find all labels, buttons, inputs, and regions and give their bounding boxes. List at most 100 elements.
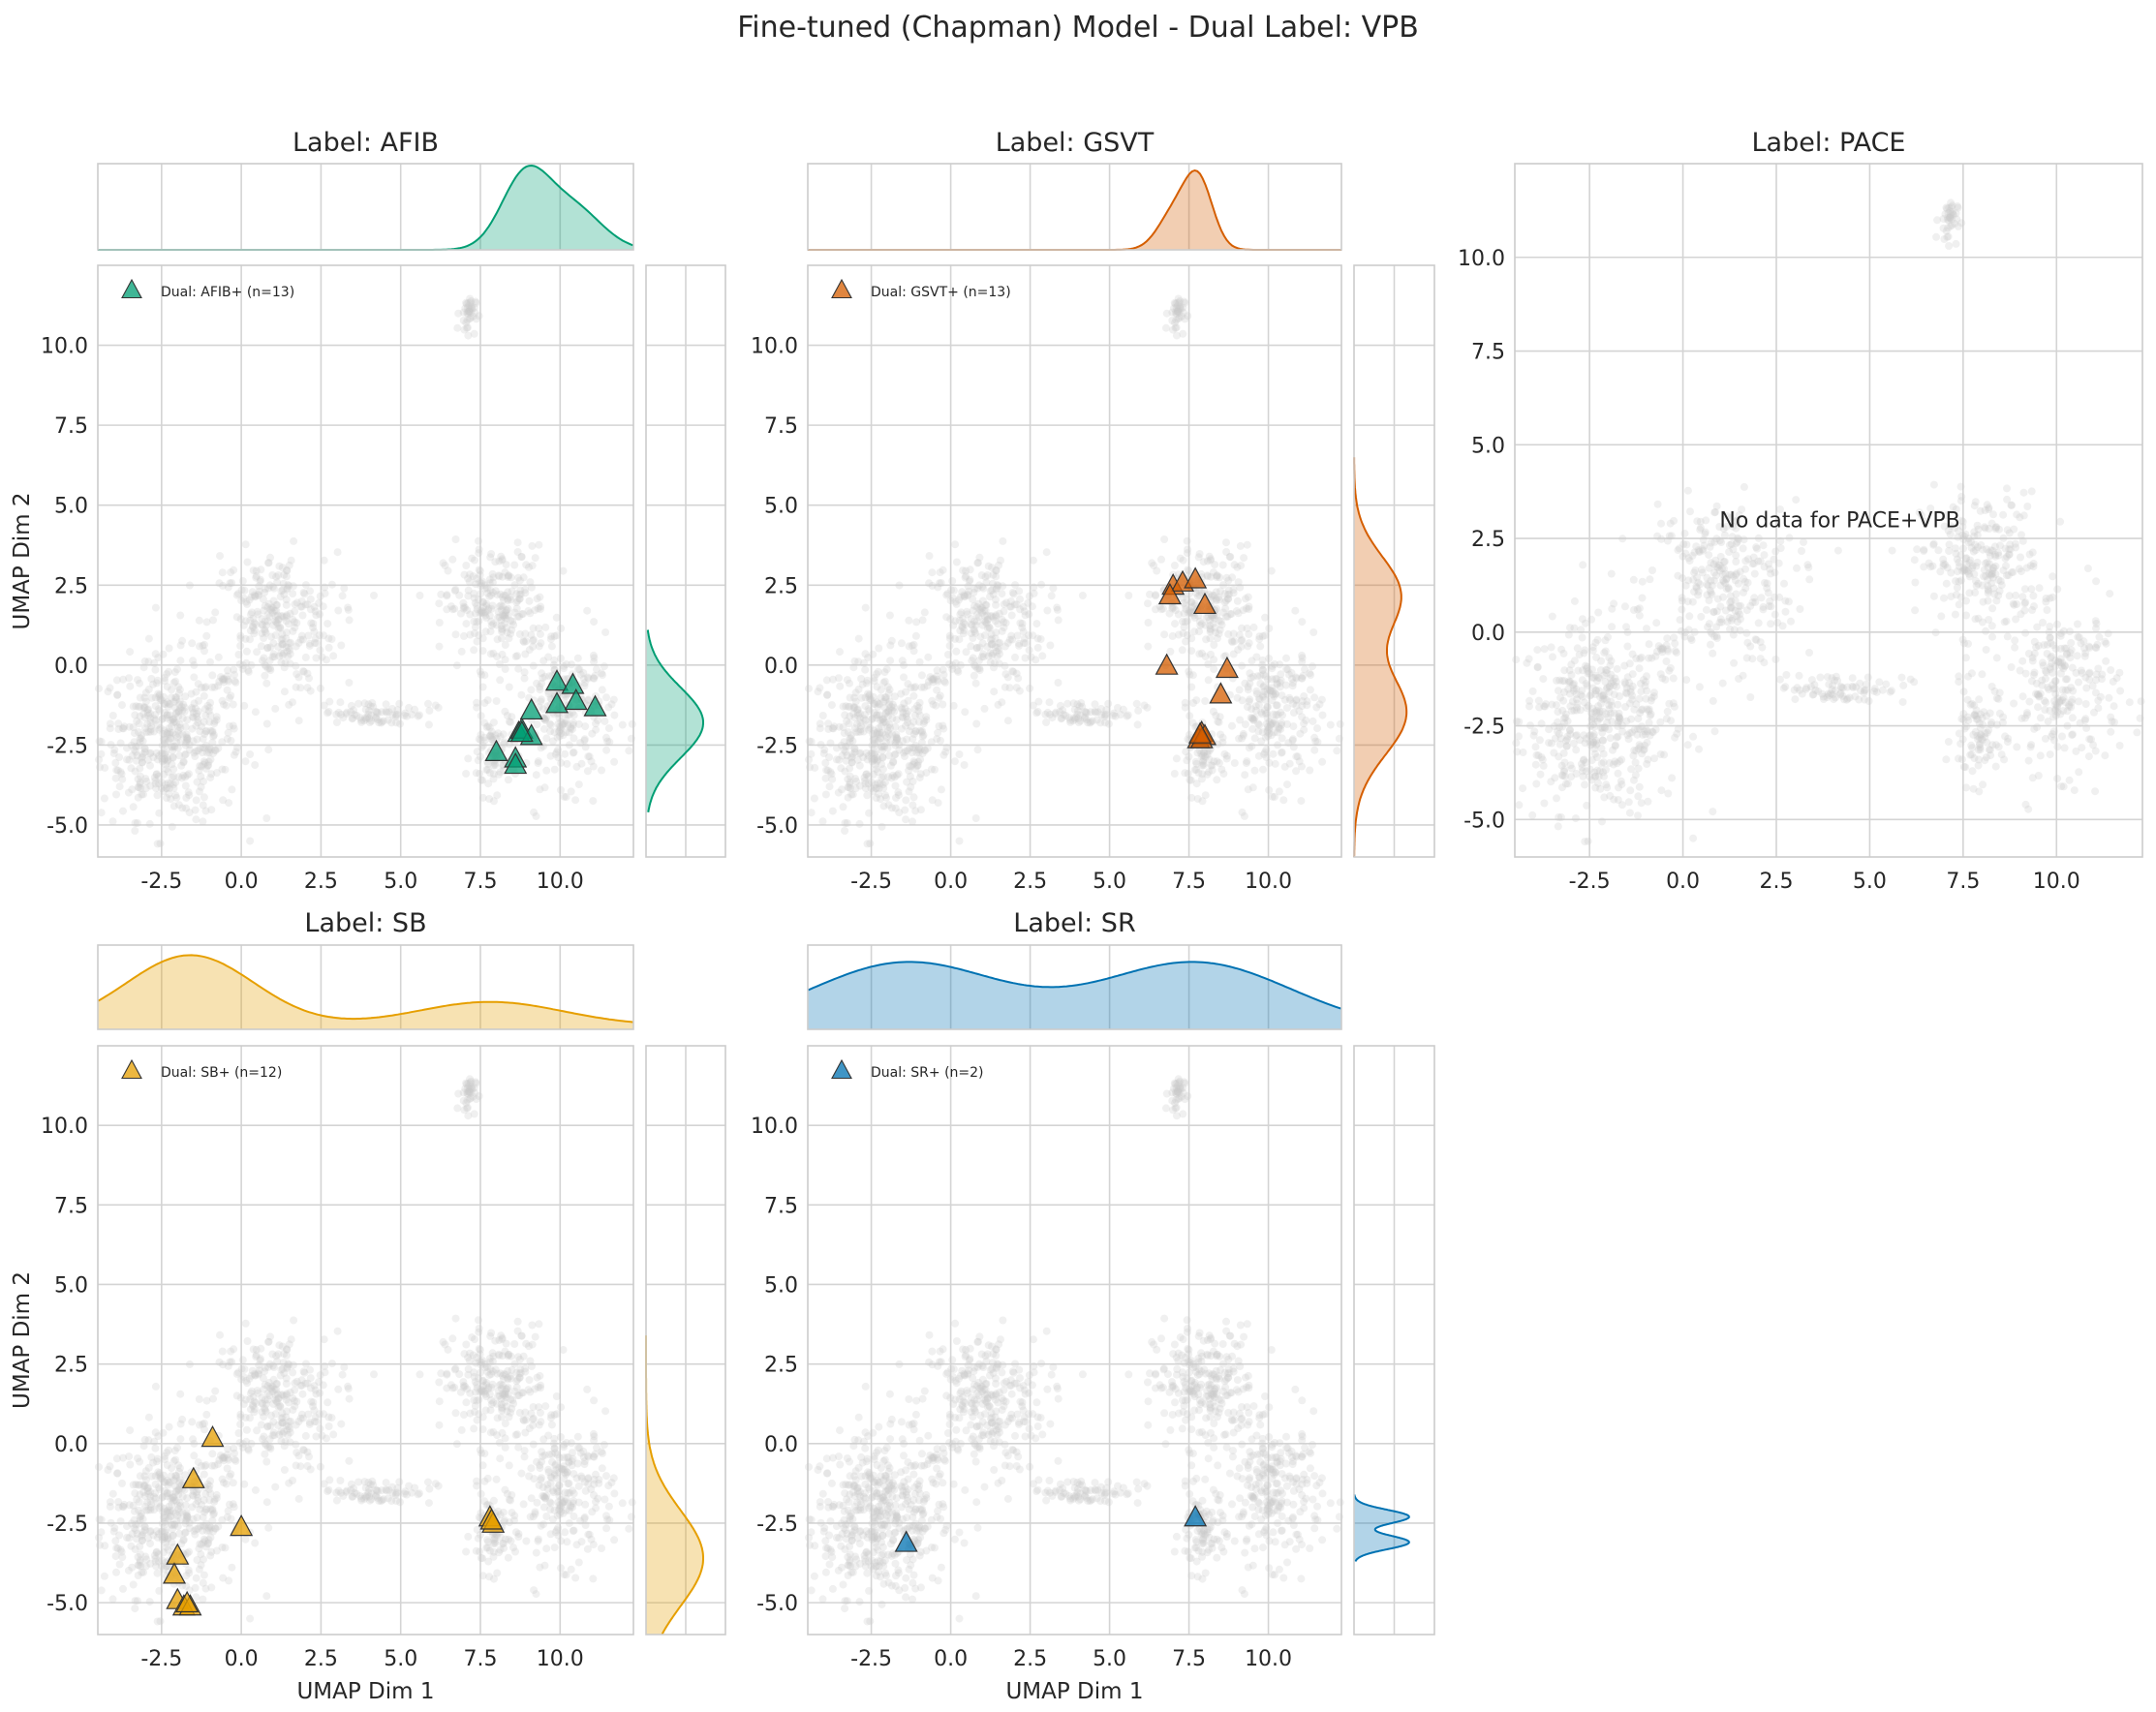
background-point — [200, 730, 209, 738]
background-point — [1046, 641, 1055, 650]
background-point — [164, 768, 172, 777]
background-point — [2083, 565, 2092, 572]
background-point — [934, 677, 942, 686]
background-point — [140, 714, 149, 722]
background-point — [163, 711, 171, 719]
y-tick-label: 7.5 — [764, 414, 798, 439]
background-point — [2101, 751, 2110, 760]
background-point — [972, 644, 981, 653]
background-point — [155, 1586, 164, 1595]
background-point — [494, 571, 503, 580]
background-point — [498, 556, 507, 565]
background-point — [1244, 593, 1252, 601]
background-point — [569, 708, 576, 717]
background-point — [271, 704, 280, 713]
background-point — [473, 703, 481, 712]
background-point — [880, 743, 889, 751]
background-point — [472, 580, 480, 589]
background-point — [395, 699, 404, 708]
background-point — [127, 1542, 136, 1550]
background-point — [467, 304, 476, 313]
background-point — [301, 600, 310, 609]
background-point — [2036, 751, 2045, 760]
background-point — [1248, 714, 1257, 722]
background-point — [1997, 750, 2006, 759]
background-point — [205, 718, 214, 726]
background-point — [144, 755, 152, 764]
background-point — [277, 649, 286, 657]
background-point — [151, 650, 160, 658]
background-point — [154, 772, 163, 780]
background-point — [1192, 759, 1201, 768]
x-tick-label: 0.0 — [225, 870, 259, 894]
background-point — [628, 719, 636, 728]
background-point — [495, 602, 504, 611]
background-point — [1542, 700, 1550, 709]
background-point — [980, 704, 989, 713]
background-point — [144, 685, 153, 693]
background-point — [536, 686, 544, 694]
background-point — [931, 765, 939, 774]
background-point — [164, 779, 172, 787]
background-point — [539, 724, 548, 733]
background-point — [289, 698, 296, 707]
background-point — [574, 719, 583, 728]
background-point — [973, 584, 982, 593]
background-point — [545, 672, 554, 681]
background-point — [1710, 537, 1719, 546]
background-point — [475, 735, 483, 744]
background-point — [861, 716, 870, 724]
background-point — [499, 593, 507, 601]
background-point — [963, 590, 971, 598]
background-point — [161, 749, 169, 758]
background-point — [1756, 655, 1765, 663]
background-point — [1261, 613, 1270, 622]
background-point — [1054, 679, 1063, 687]
dual-point-marker — [564, 688, 588, 711]
background-point — [227, 568, 235, 577]
background-point — [1660, 750, 1669, 759]
background-point — [832, 744, 841, 752]
background-point — [151, 1444, 160, 1452]
background-point — [129, 723, 138, 732]
background-point — [1689, 732, 1698, 741]
background-point — [353, 712, 361, 719]
background-point — [505, 571, 513, 580]
background-point — [459, 604, 468, 613]
background-point — [155, 690, 164, 699]
background-point — [299, 667, 308, 676]
background-point — [1173, 307, 1182, 316]
background-point — [805, 755, 814, 764]
background-point — [155, 725, 164, 734]
background-point — [200, 778, 207, 785]
background-point — [522, 561, 531, 569]
background-point — [2116, 687, 2125, 695]
background-point — [282, 572, 291, 581]
background-point — [176, 641, 185, 650]
background-point — [236, 641, 245, 650]
background-point — [513, 538, 522, 547]
background-point — [891, 722, 900, 731]
background-point — [909, 778, 917, 785]
background-point — [230, 750, 238, 759]
background-point — [130, 746, 139, 754]
background-point — [500, 738, 508, 747]
background-point — [493, 621, 501, 629]
background-points — [805, 294, 1344, 848]
background-point — [193, 778, 201, 786]
background-point — [208, 738, 217, 747]
background-point — [821, 790, 830, 799]
background-point — [1084, 718, 1093, 727]
background-point — [579, 669, 588, 677]
background-point — [501, 568, 509, 577]
background-point — [1958, 635, 1967, 644]
background-point — [583, 767, 592, 776]
background-point — [1033, 643, 1042, 652]
background-point — [408, 711, 416, 718]
background-point — [550, 656, 559, 664]
background-point — [1767, 569, 1775, 578]
background-point — [201, 683, 210, 691]
background-point — [146, 761, 154, 770]
background-point — [903, 735, 911, 744]
background-point — [285, 700, 293, 709]
